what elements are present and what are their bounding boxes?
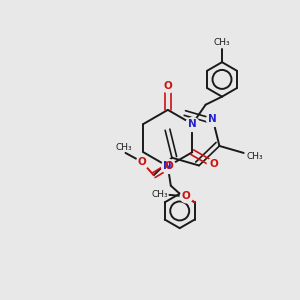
Text: O: O	[137, 157, 146, 167]
Text: O: O	[209, 159, 218, 170]
Text: CH₃: CH₃	[214, 38, 230, 47]
Text: CH₃: CH₃	[246, 152, 263, 160]
Text: O: O	[182, 191, 190, 201]
Text: CH₃: CH₃	[116, 143, 132, 152]
Text: N: N	[188, 119, 197, 129]
Text: O: O	[164, 80, 172, 91]
Text: CH₃: CH₃	[152, 190, 168, 200]
Text: O: O	[164, 161, 173, 171]
Text: N: N	[208, 113, 217, 124]
Text: N: N	[164, 161, 172, 171]
